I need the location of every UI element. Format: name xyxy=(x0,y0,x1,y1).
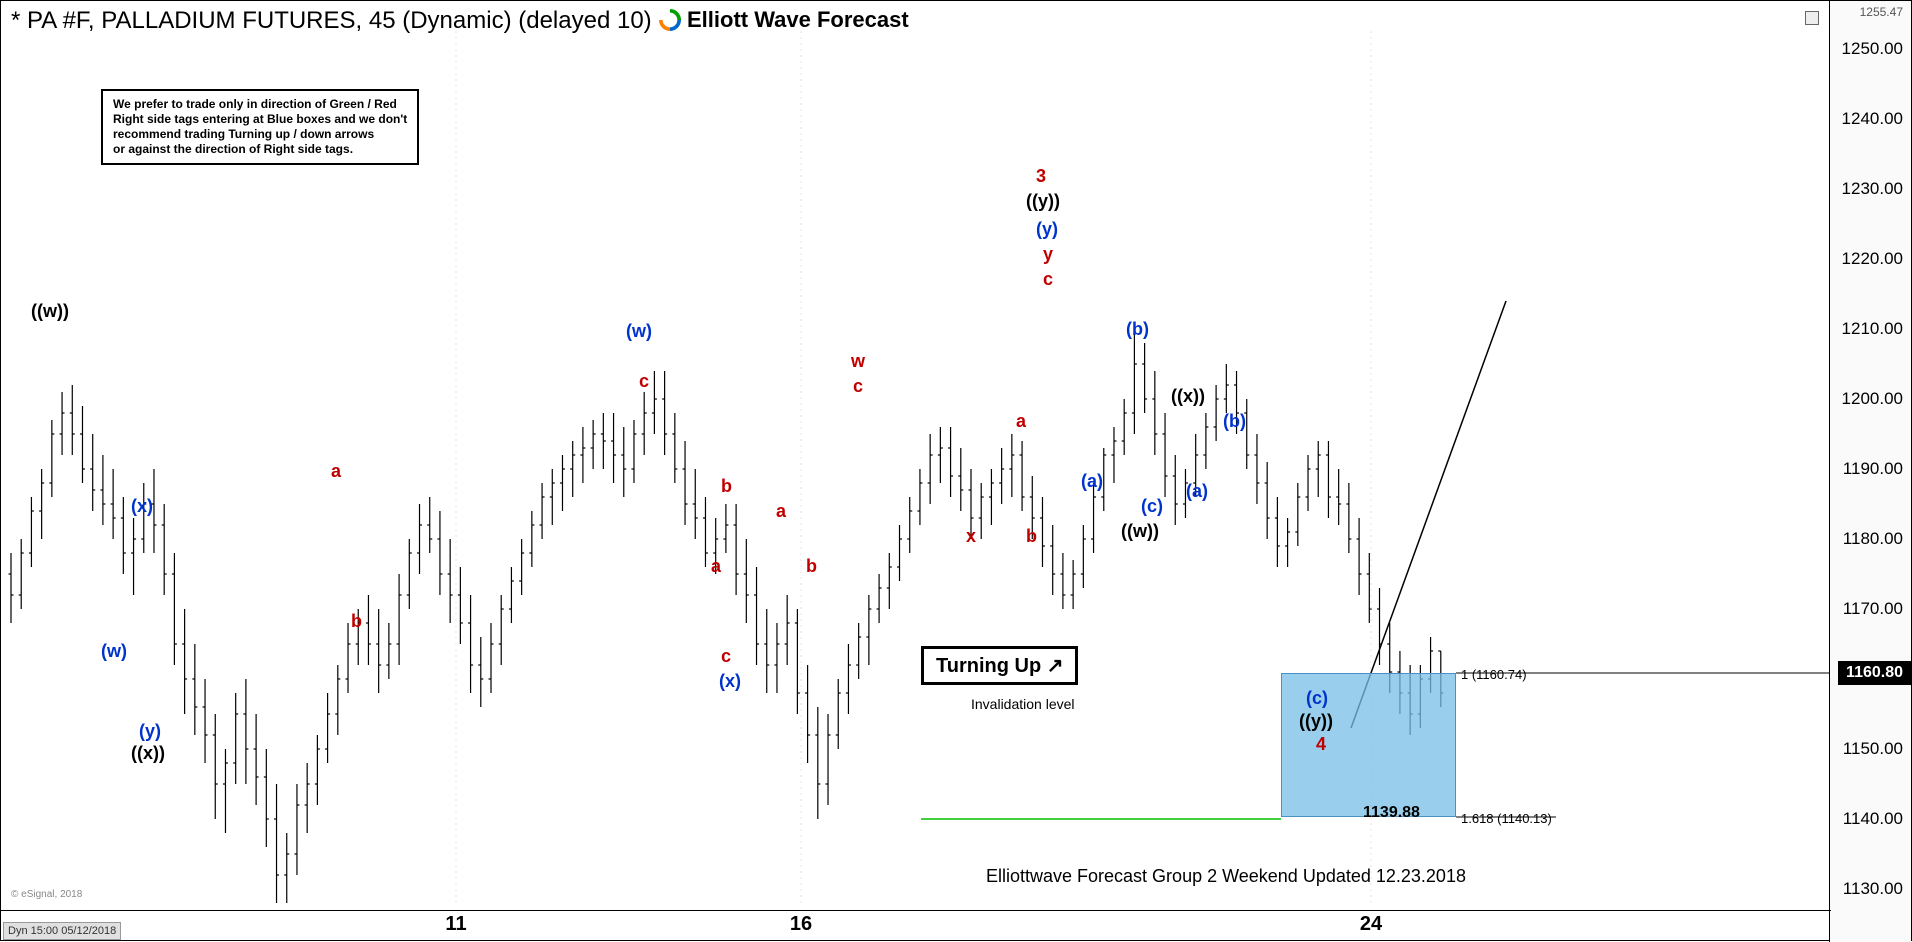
y-axis-tick: 1200.00 xyxy=(1842,389,1903,409)
wave-label: a xyxy=(331,461,341,482)
panel-settings-icon[interactable] xyxy=(1805,11,1819,25)
wave-label: a xyxy=(1016,411,1026,432)
wave-label: (a) xyxy=(1186,481,1208,502)
y-axis-top-value: 1255.47 xyxy=(1860,5,1903,19)
wave-label: (b) xyxy=(1126,319,1149,340)
turning-up-indicator: Turning Up ↗ xyxy=(921,646,1078,685)
invalidation-price: 1139.88 xyxy=(1363,804,1420,822)
wave-label: (y) xyxy=(1036,219,1058,240)
wave-label: c xyxy=(721,646,731,667)
wave-label: ((x)) xyxy=(1171,386,1205,407)
disclaimer-line: or against the direction of Right side t… xyxy=(113,142,407,157)
wave-label: ((y)) xyxy=(1026,191,1060,212)
y-axis-tick: 1210.00 xyxy=(1842,319,1903,339)
y-axis-tick: 1130.00 xyxy=(1843,879,1903,899)
wave-label: (c) xyxy=(1141,496,1163,517)
y-axis-tick: 1180.00 xyxy=(1843,529,1903,549)
wave-label: (w) xyxy=(101,641,127,662)
brand-logo: Elliott Wave Forecast xyxy=(659,7,909,33)
wave-label: a xyxy=(711,556,721,577)
logo-text: Elliott Wave Forecast xyxy=(687,7,909,33)
disclaimer-line: We prefer to trade only in direction of … xyxy=(113,97,407,112)
wave-label: ((y)) xyxy=(1299,711,1333,732)
wave-label: c xyxy=(1043,269,1053,290)
y-axis-tick: 1150.00 xyxy=(1843,739,1903,759)
wave-label: (c) xyxy=(1306,688,1328,709)
x-axis-tick: 16 xyxy=(790,913,812,936)
x-axis-tick: 24 xyxy=(1360,913,1382,936)
chart-container: * PA #F, PALLADIUM FUTURES, 45 (Dynamic)… xyxy=(0,0,1912,941)
y-axis-tick: 1170.00 xyxy=(1843,599,1903,619)
wave-label: 4 xyxy=(1316,734,1326,755)
x-axis-tick: 11 xyxy=(445,913,466,936)
wave-label: b xyxy=(1026,526,1037,547)
wave-label: (y) xyxy=(139,721,161,742)
wave-label: (a) xyxy=(1081,471,1103,492)
disclaimer-box: We prefer to trade only in direction of … xyxy=(101,89,419,165)
y-axis-tick: 1220.00 xyxy=(1842,249,1903,269)
wave-label: ((w)) xyxy=(31,301,69,322)
x-axis: 11 16 24 xyxy=(1,910,1831,940)
current-price-marker: 1160.80 xyxy=(1838,661,1911,685)
wave-label: b xyxy=(721,476,732,497)
wave-label: b xyxy=(806,556,817,577)
disclaimer-line: Right side tags entering at Blue boxes a… xyxy=(113,112,407,127)
wave-label: b xyxy=(351,611,362,632)
status-bar: Dyn 15:00 05/12/2018 xyxy=(3,922,121,940)
y-axis-tick: 1240.00 xyxy=(1842,109,1903,129)
wave-label: 3 xyxy=(1036,166,1046,187)
wave-label: c xyxy=(639,371,649,392)
y-axis-tick: 1190.00 xyxy=(1843,459,1903,479)
logo-icon xyxy=(659,9,681,31)
wave-label: x xyxy=(966,526,976,547)
y-axis-tick: 1250.00 xyxy=(1842,39,1903,59)
fib-level-1: 1 (1160.74) xyxy=(1461,667,1527,682)
invalidation-label: Invalidation level xyxy=(971,696,1075,712)
wave-label: y xyxy=(1043,244,1053,265)
chart-title: * PA #F, PALLADIUM FUTURES, 45 (Dynamic)… xyxy=(11,7,652,35)
wave-label: ((x)) xyxy=(131,743,165,764)
wave-label: (x) xyxy=(131,496,153,517)
wave-label: (x) xyxy=(719,671,741,692)
wave-label: (b) xyxy=(1223,411,1246,432)
y-axis-tick: 1230.00 xyxy=(1842,179,1903,199)
fib-level-1618: 1.618 (1140.13) xyxy=(1461,811,1552,826)
y-axis-tick: 1140.00 xyxy=(1843,809,1903,829)
wave-label: (w) xyxy=(626,321,652,342)
wave-label: c xyxy=(853,376,863,397)
y-axis: 1255.47 1250.00 1240.00 1230.00 1220.00 1210… xyxy=(1829,1,1911,942)
wave-label: w xyxy=(851,351,865,372)
disclaimer-line: recommend trading Turning up / down arro… xyxy=(113,127,407,142)
wave-label: ((w)) xyxy=(1121,521,1159,542)
copyright-text: © eSignal, 2018 xyxy=(11,889,82,900)
footer-update-text: Elliottwave Forecast Group 2 Weekend Upd… xyxy=(986,866,1466,887)
wave-label: a xyxy=(776,501,786,522)
